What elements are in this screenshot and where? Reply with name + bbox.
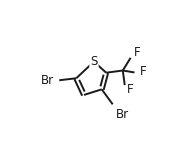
Text: F: F <box>134 46 141 59</box>
Text: Br: Br <box>116 108 129 121</box>
Text: F: F <box>139 65 146 78</box>
Text: Br: Br <box>41 74 54 87</box>
Text: S: S <box>90 55 98 68</box>
Text: F: F <box>127 83 134 96</box>
